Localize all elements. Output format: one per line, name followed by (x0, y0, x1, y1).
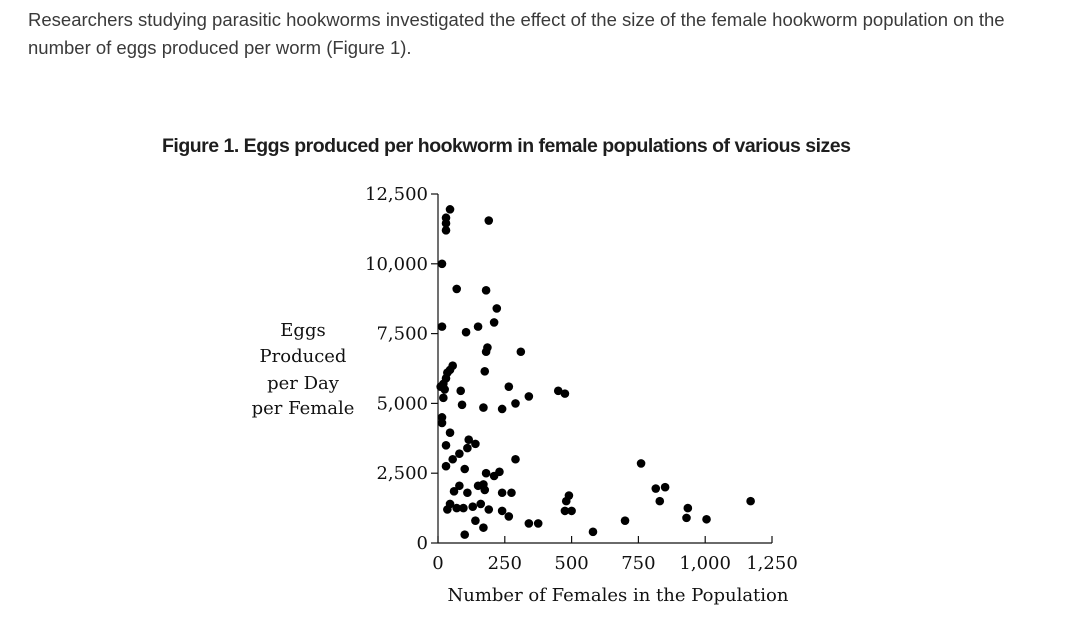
data-point (455, 449, 464, 458)
data-point (533, 519, 543, 528)
data-point (484, 216, 494, 225)
data-point (479, 523, 488, 532)
data-point (481, 468, 491, 478)
data-point (468, 502, 478, 512)
data-point (553, 386, 563, 396)
data-point (560, 389, 570, 398)
data-point (682, 513, 691, 523)
data-point (746, 496, 755, 506)
data-point (441, 219, 451, 228)
data-point (560, 506, 570, 516)
data-point (561, 496, 571, 506)
y-tick-label: 0 (417, 533, 428, 554)
data-point (460, 464, 470, 474)
x-tick-label: 0 (432, 553, 443, 574)
data-point (441, 461, 451, 471)
data-point (497, 506, 507, 516)
data-point (504, 382, 514, 391)
data-point (492, 304, 502, 313)
x-tick-label: 1,000 (679, 553, 731, 574)
data-point (440, 385, 449, 394)
data-points (436, 205, 755, 539)
y-axis-title-line: Produced (260, 346, 347, 367)
y-axis-ticks: 0 2,500 5,000 7,500 10,000 12,500 (365, 184, 438, 554)
data-point (481, 347, 491, 357)
data-point (463, 443, 472, 453)
y-tick-label: 12,500 (365, 184, 428, 205)
y-tick-label: 7,500 (376, 324, 428, 345)
data-point (481, 286, 491, 295)
data-point (441, 440, 451, 450)
figure-title: Figure 1. Eggs produced per hookworm in … (162, 135, 851, 157)
data-point (441, 225, 451, 235)
y-axis-title-line: per Day (267, 373, 340, 394)
x-axis-ticks: 0 250 500 750 1,000 1,250 (432, 536, 798, 574)
data-point (511, 454, 520, 464)
data-point (457, 400, 467, 410)
intro-paragraph: Researchers studying parasitic hookworms… (28, 9, 1005, 58)
data-point (455, 481, 464, 491)
data-point (449, 487, 459, 496)
data-point (702, 514, 711, 524)
x-tick-label: 500 (554, 553, 588, 574)
data-point (463, 488, 472, 498)
x-tick-label: 250 (488, 553, 522, 574)
data-point (497, 404, 507, 414)
data-point (480, 485, 490, 495)
data-point (655, 496, 665, 506)
x-tick-label: 1,250 (746, 553, 798, 574)
data-point (651, 484, 661, 493)
data-point (504, 512, 514, 521)
data-point (524, 392, 534, 401)
data-point (461, 327, 471, 337)
data-point (683, 503, 693, 513)
data-point (484, 505, 494, 514)
data-point (439, 393, 448, 403)
data-point (437, 322, 447, 331)
data-point (511, 399, 520, 408)
y-tick-label: 10,000 (365, 254, 428, 275)
data-point (507, 488, 516, 498)
data-point (588, 527, 598, 537)
y-axis-title-line: per Female (252, 398, 355, 419)
data-point (445, 205, 455, 214)
data-point (452, 284, 462, 294)
data-point (445, 428, 455, 438)
y-axis-title: Eggs Produced per Day per Female (252, 320, 355, 419)
data-point (489, 471, 499, 481)
y-tick-label: 5,000 (376, 393, 428, 414)
data-point (448, 454, 457, 464)
y-tick-label: 2,500 (376, 463, 428, 484)
data-point (489, 318, 499, 327)
data-point (636, 459, 646, 468)
data-point (476, 499, 486, 509)
data-point (471, 439, 480, 449)
data-point (471, 516, 480, 525)
data-point (497, 488, 507, 498)
data-point (443, 505, 452, 514)
data-point (464, 435, 474, 444)
data-point (456, 386, 466, 396)
x-axis-title: Number of Females in the Population (448, 585, 789, 606)
data-point (460, 530, 470, 539)
data-point (516, 347, 526, 357)
data-point (524, 519, 534, 528)
data-point (479, 403, 488, 412)
data-point (459, 503, 468, 513)
data-point (437, 259, 447, 269)
data-point (480, 366, 490, 376)
y-axis-title-line: Eggs (280, 320, 325, 341)
x-tick-label: 750 (621, 553, 655, 574)
data-point (437, 418, 447, 428)
data-point (567, 506, 576, 516)
data-point (473, 322, 483, 331)
data-point (660, 482, 670, 492)
data-point (452, 503, 462, 513)
data-point (620, 516, 630, 525)
